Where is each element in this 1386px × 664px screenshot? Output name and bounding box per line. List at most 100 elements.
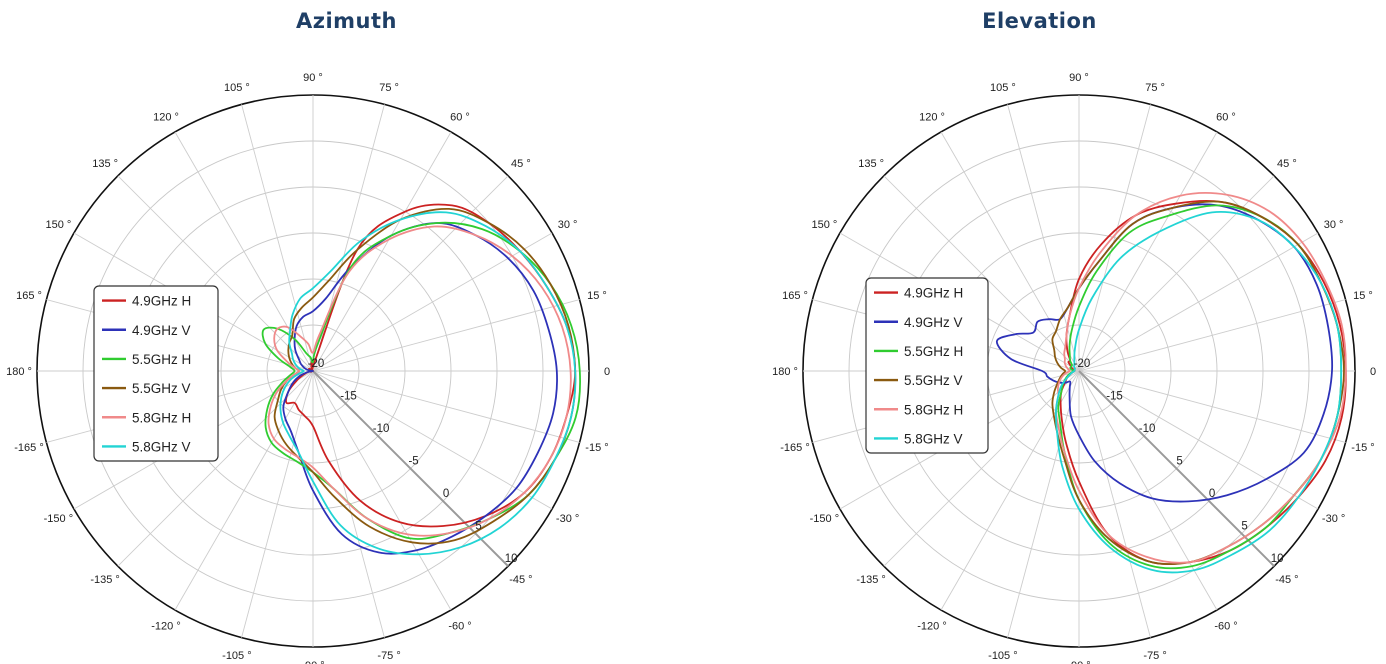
polar-spoke — [117, 175, 314, 372]
angle-tick-label: 45 ° — [511, 158, 531, 170]
angle-tick-label: -15 ° — [585, 442, 608, 454]
angle-tick-label: -90 ° — [1067, 660, 1090, 664]
polar-spoke — [1007, 104, 1080, 372]
angle-tick-label: 60 ° — [1216, 111, 1236, 123]
angle-tick-label: 75 ° — [379, 82, 399, 94]
angle-tick-label: 30 ° — [558, 219, 578, 231]
radial-axis-line — [312, 370, 509, 567]
legend-entry-label: 4.9GHz V — [904, 315, 963, 330]
angle-tick-label: 165 ° — [16, 290, 42, 302]
azimuth-panel: 0 15 ° 30 ° 45 ° 60 ° 75 ° 90 ° 105 ° 120 ° 135 °… — [6, 9, 610, 664]
angle-tick-label: -165 ° — [14, 442, 43, 454]
angle-tick-label: 165 ° — [782, 290, 808, 302]
angle-tick-label: -30 ° — [1322, 513, 1345, 525]
angle-tick-label: 0 — [1370, 366, 1376, 378]
polar-spoke — [174, 370, 314, 611]
angle-tick-label: 75 ° — [1145, 82, 1165, 94]
polar-spoke — [312, 232, 553, 372]
angle-tick-label: -90 ° — [301, 660, 324, 664]
radial-tick-label: 0 — [1209, 488, 1215, 500]
legend-box — [865, 277, 989, 454]
polar-spoke — [1007, 370, 1080, 638]
radial-tick-label: 0 — [443, 488, 449, 500]
polar-spoke — [1078, 131, 1218, 372]
angle-tick-label: 90 ° — [303, 72, 323, 84]
series-curve-5-8ghz-v — [279, 211, 577, 556]
polar-spoke — [312, 175, 509, 372]
angle-tick-label: 180 ° — [6, 366, 32, 378]
series-curve-5-8ghz-v — [1055, 211, 1343, 574]
radial-tick-label: 5 — [475, 521, 481, 533]
radial-tick-label: 10 — [1271, 553, 1284, 565]
legend-entry-label: 5.8GHz H — [132, 410, 191, 425]
angle-tick-label: 15 ° — [1353, 290, 1373, 302]
elevation-title: Elevation — [982, 9, 1097, 33]
angle-tick-label: 150 ° — [811, 219, 837, 231]
angle-tick-label: 45 ° — [1277, 158, 1297, 170]
angle-tick-label: -30 ° — [556, 513, 579, 525]
angle-tick-label: 105 ° — [224, 82, 250, 94]
legend-entry-label: 5.5GHz H — [132, 352, 191, 367]
polar-spoke — [1078, 232, 1319, 372]
radial-tick-label: -5 — [408, 456, 418, 468]
angle-tick-label: -15 ° — [1351, 442, 1374, 454]
polar-spoke — [312, 370, 553, 510]
angle-tick-label: 15 ° — [587, 290, 607, 302]
series-curve-5-8ghz-h — [1055, 192, 1347, 564]
angle-tick-label: 0 — [604, 366, 610, 378]
legend-entry-label: 5.8GHz V — [904, 431, 963, 446]
polar-spoke — [312, 370, 580, 443]
polar-spoke — [1078, 299, 1346, 372]
radial-tick-label: -15 — [1106, 391, 1123, 403]
polar-spoke — [241, 104, 314, 372]
legend: 4.9GHz H 4.9GHz V 5.5GHz H 5.5GHz V 5.8GHz H… — [865, 277, 989, 454]
legend-entry-label: 4.9GHz H — [904, 286, 963, 301]
polar-spoke — [1078, 104, 1151, 372]
legend-entry-label: 5.8GHz V — [132, 439, 191, 454]
angle-tick-label: -135 ° — [856, 574, 885, 586]
polar-spoke — [312, 370, 452, 611]
radial-tick-label: -20 — [1074, 358, 1091, 370]
radial-tick-label: -15 — [340, 391, 357, 403]
azimuth-title: Azimuth — [296, 9, 397, 33]
angle-tick-label: 120 ° — [919, 111, 945, 123]
azimuth-polar-chart: 0 15 ° 30 ° 45 ° 60 ° 75 ° 90 ° 105 ° 120 ° 135 °… — [6, 72, 610, 664]
angle-tick-label: 30 ° — [1324, 219, 1344, 231]
angle-tick-label: 135 ° — [92, 158, 118, 170]
angle-tick-label: -45 ° — [1275, 574, 1298, 586]
radial-tick-label: -20 — [308, 358, 325, 370]
elevation-panel: 0 15 ° 30 ° 45 ° 60 ° 75 ° 90 ° 105 ° 120 ° 135 °… — [693, 0, 1386, 664]
angle-tick-label: -75 ° — [377, 650, 400, 662]
polar-spoke — [312, 131, 452, 372]
polar-spoke — [1078, 370, 1319, 510]
angle-tick-label: 180 ° — [772, 366, 798, 378]
legend: 4.9GHz H 4.9GHz V 5.5GHz H 5.5GHz V 5.8GHz H… — [93, 285, 219, 462]
angle-tick-label: -105 ° — [222, 650, 251, 662]
angle-tick-label: -150 ° — [44, 513, 73, 525]
polar-spoke — [312, 299, 580, 372]
radial-tick-label: -10 — [1139, 423, 1156, 435]
angle-tick-label: -120 ° — [151, 621, 180, 633]
radial-tick-label: -10 — [373, 423, 390, 435]
polar-spoke — [1078, 370, 1218, 611]
polar-spoke — [1078, 370, 1151, 638]
angle-tick-label: 150 ° — [45, 219, 71, 231]
angle-tick-label: -165 ° — [780, 442, 809, 454]
angle-tick-label: 120 ° — [153, 111, 179, 123]
angle-tick-label: 135 ° — [858, 158, 884, 170]
angle-tick-label: -45 ° — [509, 574, 532, 586]
angle-tick-label: -150 ° — [810, 513, 839, 525]
angle-tick-label: -75 ° — [1143, 650, 1166, 662]
radial-tick-label: 10 — [505, 553, 518, 565]
polar-spoke — [312, 104, 385, 372]
legend-entry-label: 5.5GHz V — [904, 373, 963, 388]
legend-entry-label: 5.5GHz V — [132, 381, 191, 396]
legend-entry-label: 4.9GHz H — [132, 294, 191, 309]
angle-tick-label: -60 ° — [448, 621, 471, 633]
angle-tick-label: -60 ° — [1214, 621, 1237, 633]
angle-tick-label: 105 ° — [990, 82, 1016, 94]
series-curve-5-5ghz-h — [261, 221, 581, 540]
radial-tick-label: 5 — [1176, 456, 1182, 468]
radial-axis-line — [1078, 370, 1275, 567]
polar-spoke — [241, 370, 314, 638]
